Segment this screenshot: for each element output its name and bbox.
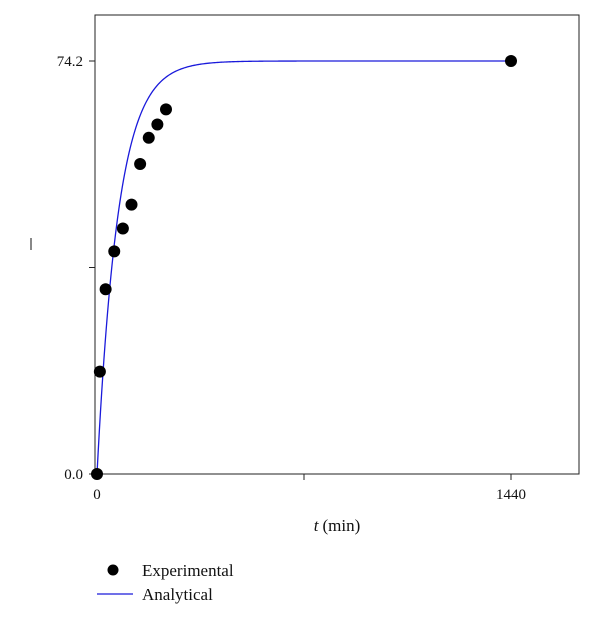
plot-frame [94, 14, 580, 475]
experimental-point [125, 198, 138, 211]
experimental-point [151, 118, 164, 131]
legend-label-experimental: Experimental [142, 561, 234, 580]
x-tick-label: 1440 [496, 487, 526, 503]
ticks: 0 1440 0.0 74.2 [57, 54, 526, 503]
experimental-point [160, 103, 172, 116]
legend-marker-experimental [107, 564, 119, 576]
experimental-point [93, 365, 106, 378]
analytical-line [96, 60, 511, 475]
x-tick-label: 0 [93, 487, 101, 503]
experimental-point [142, 131, 155, 144]
experimental-point [116, 222, 129, 235]
x-axis-label-var: t [314, 516, 320, 535]
experimental-point [91, 468, 103, 480]
experimental-point [108, 245, 121, 258]
x-axis-label-unit: (min) [322, 516, 360, 535]
legend-label-analytical: Analytical [142, 585, 213, 604]
y-tick-label: 74.2 [57, 54, 83, 70]
y-tick-label: 0.0 [64, 467, 83, 483]
experimental-point [134, 157, 147, 170]
plot-area [91, 55, 517, 480]
experimental-point [505, 55, 517, 67]
experimental-point [99, 283, 112, 296]
x-axis-label: t (min) [314, 516, 361, 535]
legend: Experimental Analytical [97, 561, 234, 604]
